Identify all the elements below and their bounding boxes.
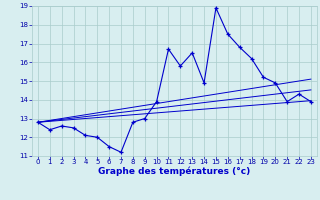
X-axis label: Graphe des températures (°c): Graphe des températures (°c) <box>98 167 251 176</box>
